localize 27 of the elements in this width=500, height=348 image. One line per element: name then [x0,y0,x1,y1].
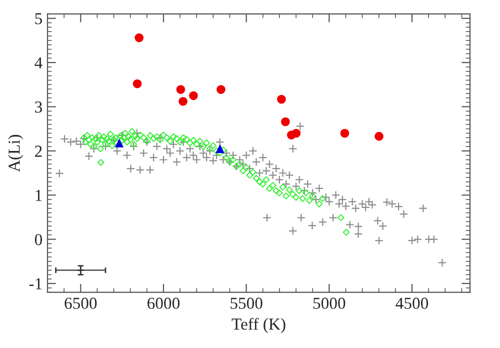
point [340,128,350,138]
point [216,85,226,94]
y-axis-title: A(Li) [8,134,24,172]
point [132,79,142,88]
x-axis-title: Teff (K) [232,318,286,334]
x-tick-label: 6000 [148,298,180,309]
point [189,91,198,100]
point [277,94,286,104]
y-tick-label: 2 [35,146,42,157]
point [178,97,188,106]
point [216,144,224,154]
point [176,85,186,94]
x-tick-label: 6500 [64,298,97,309]
y-tick-label: 0 [34,234,42,246]
point [114,138,124,148]
y-tick-label: -1 [29,278,42,290]
y-tick-label: 5 [35,13,42,24]
point [292,128,301,138]
y-tick-label: 1 [36,190,42,201]
x-tick-label: 5000 [313,298,346,309]
x-tick-label: 5500 [230,298,262,309]
x-tick-label: 4500 [396,298,428,309]
y-tick-label: 4 [34,57,42,68]
point [134,33,144,42]
point [374,132,384,141]
y-tick-label: 3 [35,101,42,113]
point [281,117,290,126]
